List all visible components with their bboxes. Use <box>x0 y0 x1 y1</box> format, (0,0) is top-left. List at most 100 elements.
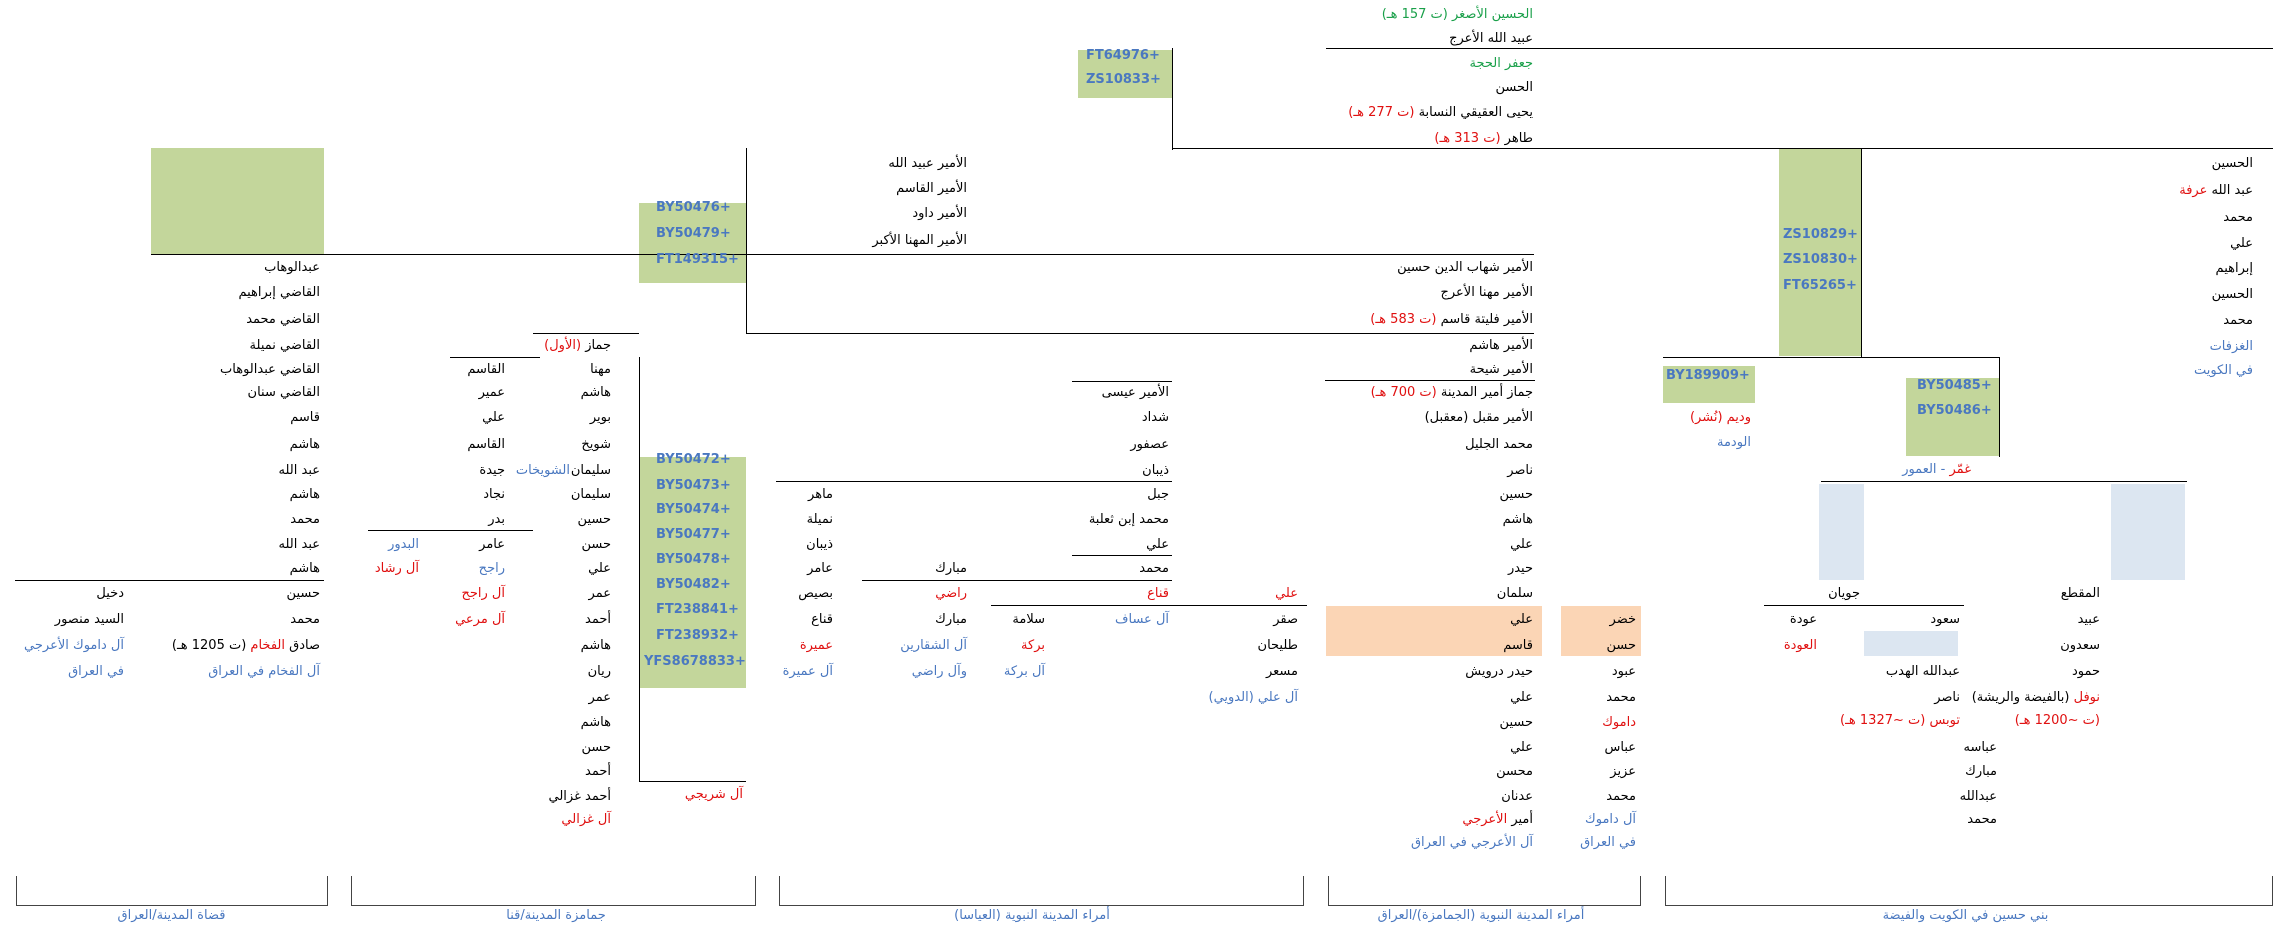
name-segment: عباس <box>1604 740 1636 755</box>
person-name: خضر <box>1610 612 1636 628</box>
name-segment: الأمير عيسى <box>1101 385 1169 400</box>
person-name: الغزفات <box>2210 339 2253 355</box>
name-segment: عبدالوهاب <box>264 260 320 275</box>
person-name: عبيد <box>2078 612 2100 628</box>
name-segment: حسن <box>1606 638 1636 653</box>
name-segment: هاشم <box>289 561 320 576</box>
name-segment: الأمير المهنا الأكبر <box>872 233 967 248</box>
name-segment: ريان <box>587 664 611 679</box>
snp-label: FT238841+ <box>656 602 739 617</box>
name-segment: الفخام <box>250 638 285 653</box>
blue-box <box>2111 484 2185 580</box>
name-segment: محمد <box>1606 789 1636 804</box>
name-segment: حسين <box>1499 487 1533 502</box>
name-segment: محمد الجليل <box>1465 437 1533 452</box>
person-name: وديم (نُشر) <box>1690 410 1751 426</box>
name-segment: حيدر <box>1507 561 1533 576</box>
name-segment: سلمان <box>1496 586 1533 601</box>
name-segment: المقطع <box>2060 586 2100 601</box>
name-segment: (ت 313 هـ) <box>1434 131 1501 146</box>
person-name: محمد <box>2223 313 2253 329</box>
name-segment: طاهر <box>1500 131 1533 146</box>
name-segment: آل مرعي <box>455 612 505 627</box>
name-segment: داموك <box>1602 715 1636 730</box>
name-segment: مبارك <box>1965 764 1997 779</box>
snp-label: ZS10833+ <box>1086 72 1161 87</box>
person-name: آل غزالي <box>561 812 611 828</box>
person-name: محمد <box>1967 812 1997 828</box>
person-name: الأمير فليتة قاسم (ت 583 هـ) <box>1370 312 1533 328</box>
person-name: أحمد غزالي <box>549 789 612 805</box>
connector-line <box>1072 555 1172 556</box>
person-name: عمر <box>589 586 611 602</box>
person-name: البدور <box>388 537 419 553</box>
green-box <box>1663 366 1755 403</box>
person-name: إبراهيم <box>2216 261 2253 277</box>
person-name: علي <box>1510 537 1533 553</box>
connector-line <box>1821 481 2187 482</box>
name-segment: محمد إبن ثعلبة <box>1088 512 1169 527</box>
person-name: شداد <box>1142 410 1169 426</box>
connector-line <box>746 333 1534 334</box>
name-segment: قاسم <box>1503 638 1533 653</box>
name-segment: راجح <box>478 561 505 576</box>
name-segment: سعدون <box>2060 638 2100 653</box>
name-segment: الأمير هاشم <box>1469 338 1533 353</box>
name-segment: مسعر <box>1265 664 1298 679</box>
name-segment: (بالفيضة والريشة) <box>1971 690 2070 705</box>
person-name: عمير <box>479 385 505 401</box>
blue-box <box>1864 631 1958 656</box>
connector-line <box>450 357 540 358</box>
name-segment: بركة <box>1021 638 1045 653</box>
group-bracket <box>351 876 352 906</box>
person-name: عبيد الله الأعرج <box>1449 31 1533 47</box>
name-segment: عصفور <box>1130 437 1169 452</box>
snp-label: FT238932+ <box>656 628 739 643</box>
person-name: مبارك <box>1965 764 1997 780</box>
person-name: آل شريجي <box>685 787 743 803</box>
name-segment: ماهر <box>808 487 833 502</box>
name-segment: القاضي محمد <box>246 312 320 327</box>
connector-line <box>533 333 639 334</box>
snp-label: BY50476+ <box>656 200 731 215</box>
name-segment: ذيبان <box>806 537 833 552</box>
name-segment: آل الأعرجي في العراق <box>1410 835 1533 850</box>
name-segment: أحمد <box>585 612 611 627</box>
connector-line <box>1172 148 2273 149</box>
group-bracket <box>16 876 17 906</box>
name-segment: أمير <box>1507 812 1533 827</box>
person-name: عدنان <box>1501 789 1533 805</box>
name-segment: قناع <box>811 612 833 627</box>
snp-label: BY189909+ <box>1666 368 1750 383</box>
person-name: مهنا <box>590 362 611 378</box>
name-segment: الأمير شيحة <box>1469 362 1533 377</box>
person-name: الحسين <box>2212 156 2253 172</box>
person-name: صقر <box>1273 612 1298 628</box>
person-name: هاشم <box>290 561 320 577</box>
name-segment: القاضي سنان <box>247 385 320 400</box>
person-name: دخيل <box>96 586 124 602</box>
person-name: الأمير القاسم <box>896 181 967 197</box>
person-name: سلامة <box>1012 612 1045 628</box>
person-name: عبد الله عرفة <box>2179 183 2253 199</box>
name-segment: آل داموك <box>1585 812 1636 827</box>
name-segment: حسين <box>286 586 320 601</box>
blue-box <box>1819 484 1864 580</box>
person-name: آل الفخام في العراق <box>208 664 320 680</box>
connector-line <box>1999 357 2000 457</box>
person-name: قاسم <box>1503 638 1533 654</box>
connector-line <box>1764 605 1964 606</box>
connector-line <box>1663 357 2000 358</box>
name-segment: عبيد <box>2077 612 2100 627</box>
snp-label: BY50478+ <box>656 552 731 567</box>
person-name: الأمير مقبل (معقبل) <box>1425 410 1533 426</box>
snp-label: BY50482+ <box>656 577 731 592</box>
person-name: القاضي عبدالوهاب <box>220 362 320 378</box>
connector-line <box>746 148 747 334</box>
person-name: داموك <box>1602 715 1636 731</box>
person-name: نوفل (بالفيضة والريشة) <box>1972 690 2100 706</box>
person-name: حمود <box>2072 664 2100 680</box>
name-segment: شداد <box>1141 410 1169 425</box>
name-segment: محمد <box>1967 812 1997 827</box>
person-name: شويخ <box>581 437 611 453</box>
